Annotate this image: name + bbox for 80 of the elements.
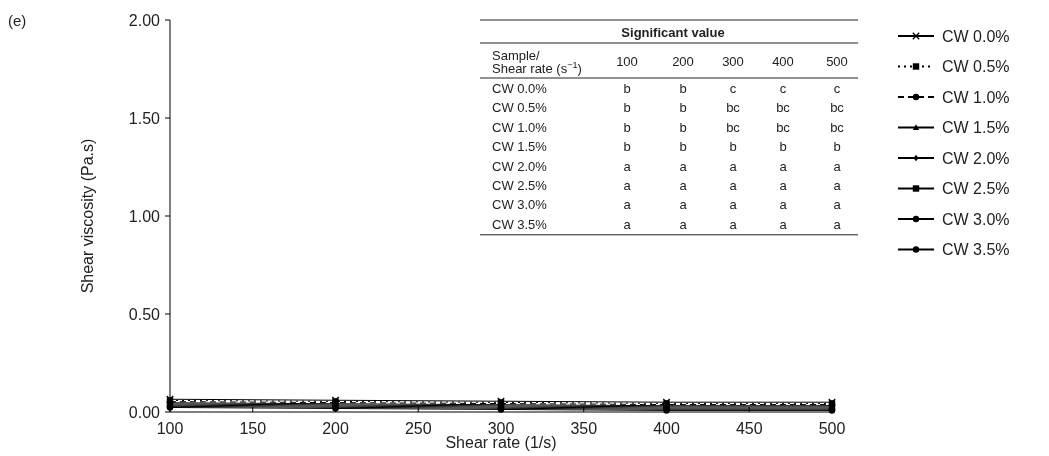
annotation: 200	[672, 54, 694, 69]
y-tick-label: 1.00	[128, 207, 161, 225]
annotation: b	[779, 139, 787, 155]
text: (e)	[8, 12, 27, 29]
annotation: CW 1.0%	[492, 119, 548, 135]
y-tick-label: 0.50	[128, 305, 161, 323]
annotation: b	[623, 119, 631, 135]
annotation: c	[729, 81, 737, 96]
legend-label: CW 3.0%	[942, 210, 1010, 228]
annotation: 100	[616, 54, 638, 69]
annotation: a	[729, 178, 738, 193]
annotation: CW 0.5%	[492, 100, 548, 116]
annotation: b	[623, 81, 631, 96]
annotation: CW 3.0%	[492, 197, 548, 213]
y-tick-label: 0.00	[128, 403, 161, 421]
legend-label: CW 2.5%	[942, 180, 1010, 198]
annotation: a	[779, 216, 788, 232]
annotation: Sample/ Shear rate (s$^{−1}$)	[492, 47, 582, 76]
annotation: a	[779, 158, 788, 174]
annotation: CW 3.5%	[492, 216, 548, 232]
annotation: a	[623, 178, 632, 193]
x-tick-label: 400	[653, 420, 680, 437]
annotation: a	[779, 197, 788, 213]
annotation: a	[729, 158, 738, 174]
annotation: b	[623, 139, 631, 155]
x-tick-label: 300	[487, 420, 515, 437]
annotation: bc	[776, 100, 791, 116]
annotation: a	[623, 216, 632, 232]
annotation: 500	[826, 54, 848, 69]
annotation: 300	[722, 54, 744, 69]
annotation: a	[679, 158, 688, 174]
annotation: b	[679, 119, 687, 135]
annotation: b	[679, 81, 687, 96]
annotation: c	[779, 81, 787, 96]
y-tick-label: 1.50	[128, 109, 161, 127]
annotation: a	[729, 216, 738, 232]
annotation: a	[679, 216, 688, 232]
annotation: bc	[776, 119, 791, 135]
annotation: CW 1.5%	[492, 139, 548, 155]
text: b	[833, 139, 841, 155]
annotation: b	[623, 100, 631, 116]
annotation: Significant value	[621, 25, 725, 40]
annotation: bc	[726, 119, 741, 135]
text: a	[833, 158, 842, 174]
legend-label: CW 2.0%	[942, 149, 1010, 167]
annotation: a	[623, 197, 632, 213]
annotation: bc	[726, 100, 741, 116]
annotation: a	[623, 158, 632, 174]
y-tick-label: 2.00	[128, 11, 161, 29]
x-axis-title: Shear rate (1/s)	[445, 434, 557, 451]
annotation: CW 0.0%	[492, 81, 548, 96]
x-tick-label: 500	[818, 420, 846, 437]
annotation: b	[679, 100, 687, 116]
x-tick-label: 150	[239, 420, 267, 437]
annotation: 400	[772, 54, 794, 69]
legend-label: CW 1.5%	[942, 119, 1010, 137]
legend-label: CW 0.0%	[942, 27, 1010, 45]
x-tick-label: 350	[570, 420, 598, 437]
x-tick-label: 200	[322, 420, 349, 437]
annotation: CW 2.0%	[492, 158, 548, 174]
annotation: a	[779, 178, 788, 193]
x-tick-label: 250	[404, 420, 432, 437]
x-tick-label: 100	[156, 420, 184, 437]
annotation: b	[679, 139, 687, 155]
text: a	[833, 216, 842, 232]
x-tick-label: 450	[735, 420, 763, 437]
annotation: bc	[830, 100, 845, 116]
legend-label: CW 0.5%	[942, 58, 1010, 76]
annotation: a	[729, 197, 738, 213]
annotation: CW 2.5%	[492, 178, 548, 193]
annotation: a	[679, 197, 688, 213]
text: a	[833, 178, 842, 193]
annotation: bc	[830, 119, 845, 135]
annotation: b	[729, 139, 737, 155]
text: c	[833, 81, 841, 96]
legend-label: CW 3.5%	[942, 241, 1010, 259]
legend-label: CW 1.0%	[942, 88, 1010, 106]
y-axis-title: Shear viscosity (Pa.s)	[79, 138, 96, 294]
annotation: a	[679, 178, 688, 193]
text: a	[833, 197, 842, 213]
